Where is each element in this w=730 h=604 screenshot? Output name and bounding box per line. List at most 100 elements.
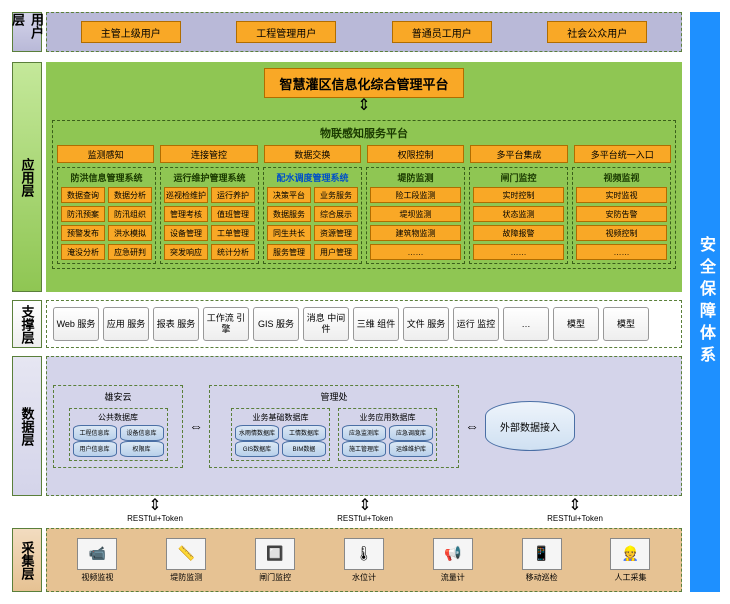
user-item: 社会公众用户	[547, 21, 647, 43]
subsystem-title: 闸门监控	[473, 171, 564, 184]
collect-label: 闸门监控	[259, 572, 291, 583]
data-subgroup-title: 业务应用数据库	[342, 412, 433, 423]
platform-title: 智慧灌区信息化综合管理平台	[264, 68, 464, 98]
database-cyl: 水雨情数据库	[235, 425, 279, 441]
subsystem-cell: 实时监视	[576, 187, 667, 203]
collect-icon: 📏	[166, 538, 206, 570]
collect-icon: 📹	[77, 538, 117, 570]
subsystem-cell: 管理考核	[164, 206, 208, 222]
database-cyl: 工情数据库	[282, 425, 326, 441]
support-item: 消息 中间件	[303, 307, 349, 341]
iot-item: 多平台集成	[470, 145, 567, 163]
layer-label-user: 用户层	[12, 12, 42, 52]
collect-icon: 👷	[610, 538, 650, 570]
subsystem-cell: 业务服务	[314, 187, 358, 203]
collect-icon: 🌡	[344, 538, 384, 570]
arrow-icon: ⇔	[465, 418, 479, 434]
subsystem-cell: 数据查询	[61, 187, 105, 203]
subsystem-cell: 巡视检维护	[164, 187, 208, 203]
app-layer-body: 智慧灌区信息化综合管理平台 ⇕ 物联感知服务平台 监测感知连接管控数据交换权限控…	[46, 62, 682, 292]
support-item: 报表 服务	[153, 307, 199, 341]
support-item: …	[503, 307, 549, 341]
support-item: 三维 组件	[353, 307, 399, 341]
collect-label: 视频监视	[81, 572, 113, 583]
data-subgroup-title: 业务基础数据库	[235, 412, 326, 423]
iot-item: 监测感知	[57, 145, 154, 163]
user-layer-body: 主管上级用户 工程管理用户 普通员工用户 社会公众用户	[46, 12, 682, 52]
support-item: Web 服务	[53, 307, 99, 341]
subsystem-cell: 淹没分析	[61, 244, 105, 260]
data-group-title: 管理处	[320, 390, 347, 403]
security-bar: 安全保障体系	[690, 12, 720, 592]
arrow-icon: ⇕	[148, 498, 161, 514]
support-item: 模型	[553, 307, 599, 341]
user-item: 工程管理用户	[236, 21, 336, 43]
subsystem-cell: 预警发布	[61, 225, 105, 241]
subsystem-cell: 防汛组织	[108, 206, 152, 222]
arrow-icon: ⇕	[568, 498, 581, 514]
iot-item: 连接管控	[160, 145, 257, 163]
layer-label-data: 数据层	[12, 356, 42, 496]
restful-label: RESTful+Token	[547, 514, 603, 523]
subsystem-cell: 数据服务	[267, 206, 311, 222]
support-item: 文件 服务	[403, 307, 449, 341]
collect-label: 流量计	[441, 572, 465, 583]
layer-label-support: 支撑层	[12, 300, 42, 348]
collect-layer-body: 📹视频监视📏堤防监测🔲闸门监控🌡水位计📢流量计📱移动巡检👷人工采集	[46, 528, 682, 592]
subsystem-title: 堤防监测	[370, 171, 461, 184]
subsystem-cell: 值班管理	[211, 206, 255, 222]
subsystem-cell: 防汛预案	[61, 206, 105, 222]
support-item: 模型	[603, 307, 649, 341]
collect-icon: 📱	[522, 538, 562, 570]
subsystem-title: 视频监视	[576, 171, 667, 184]
database-cyl: 用户信息库	[73, 441, 117, 457]
restful-label: RESTful+Token	[337, 514, 393, 523]
support-item: 应用 服务	[103, 307, 149, 341]
database-cyl: 运维维护库	[389, 441, 433, 457]
subsystem-cell: 应急研判	[108, 244, 152, 260]
subsystem-cell: 故障报警	[473, 225, 564, 241]
user-item: 普通员工用户	[392, 21, 492, 43]
database-cyl: 施工管理库	[342, 441, 386, 457]
layer-label-collect: 采集层	[12, 528, 42, 592]
database-cyl: 应急监测库	[342, 425, 386, 441]
subsystem-cell: 工单管理	[211, 225, 255, 241]
collect-label: 人工采集	[614, 572, 646, 583]
arrow-icon: ⇕	[358, 498, 371, 514]
subsystem-cell: 统计分析	[211, 244, 255, 260]
subsystem-title: 配水调度管理系统	[267, 171, 358, 184]
arrow-icon: ⇔	[189, 418, 203, 434]
subsystem-cell: 决策平台	[267, 187, 311, 203]
subsystem-cell: 数据分析	[108, 187, 152, 203]
subsystem-cell: 安防告警	[576, 206, 667, 222]
subsystem-cell: ……	[370, 244, 461, 260]
database-cyl: 权限库	[120, 441, 164, 457]
support-item: 工作流 引擎	[203, 307, 249, 341]
iot-item: 多平台统一入口	[574, 145, 671, 163]
subsystem-cell: 同生共长	[267, 225, 311, 241]
iot-item: 权限控制	[367, 145, 464, 163]
collect-icon: 🔲	[255, 538, 295, 570]
subsystem-title: 运行维护管理系统	[164, 171, 255, 184]
subsystem-cell: 视频控制	[576, 225, 667, 241]
subsystem-cell: 洪水模拟	[108, 225, 152, 241]
support-item: 运行 监控	[453, 307, 499, 341]
subsystem-cell: 资源管理	[314, 225, 358, 241]
collect-label: 水位计	[352, 572, 376, 583]
user-item: 主管上级用户	[81, 21, 181, 43]
support-item: GIS 服务	[253, 307, 299, 341]
arrow-icon: ⇕	[52, 98, 676, 114]
external-db: 外部数据接入	[485, 401, 575, 451]
subsystem-cell: 状态监测	[473, 206, 564, 222]
collect-label: 堤防监测	[170, 572, 202, 583]
subsystem-title: 防洪信息管理系统	[61, 171, 152, 184]
database-cyl: GIS数据库	[235, 441, 279, 457]
subsystem-cell: 服务管理	[267, 244, 311, 260]
database-cyl: 设备信息库	[120, 425, 164, 441]
iot-platform: 物联感知服务平台 监测感知连接管控数据交换权限控制多平台集成多平台统一入口 防洪…	[52, 120, 676, 269]
collect-label: 移动巡检	[526, 572, 558, 583]
database-cyl: 应急调度库	[389, 425, 433, 441]
subsystem-cell: 建筑物监测	[370, 225, 461, 241]
subsystem-cell: 设备管理	[164, 225, 208, 241]
iot-item: 数据交换	[264, 145, 361, 163]
